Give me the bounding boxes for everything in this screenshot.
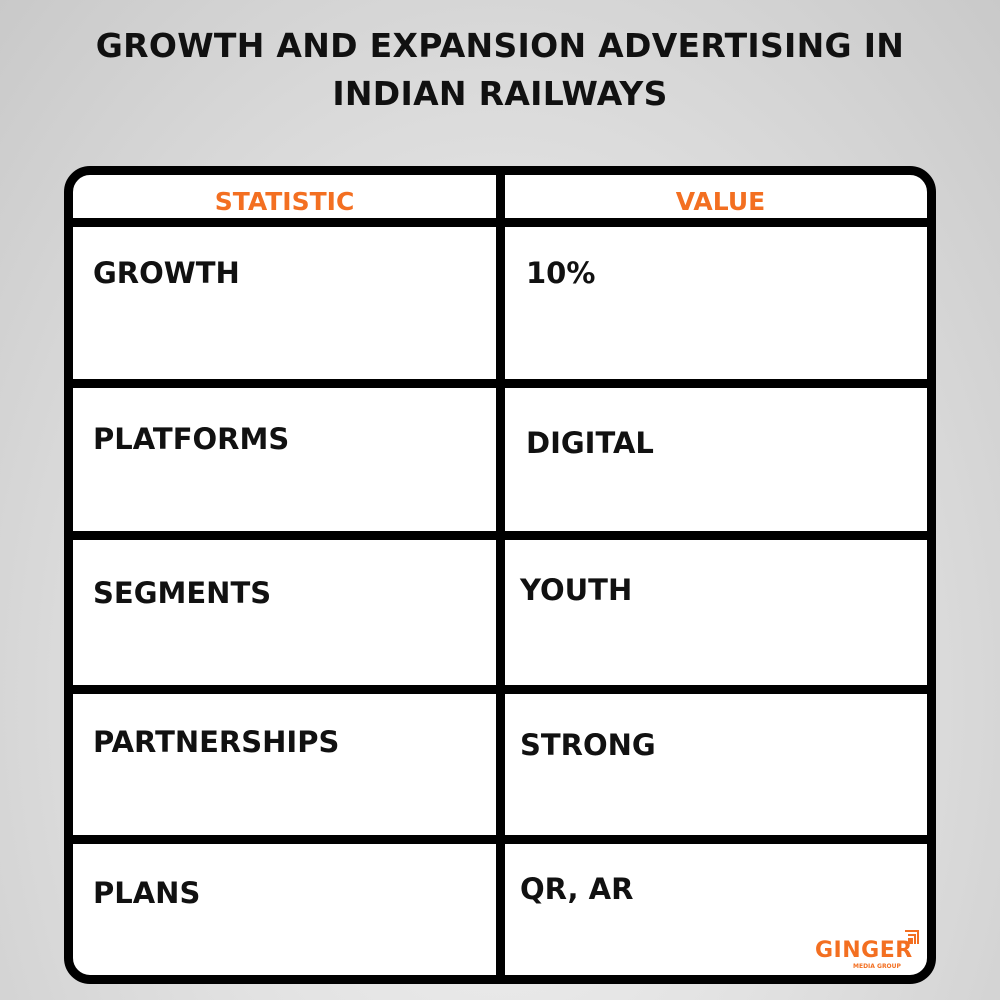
row-divider (73, 531, 927, 540)
row-statistic: SEGMENTS (93, 576, 272, 610)
row-divider (73, 218, 927, 227)
row-statistic: PLANS (93, 876, 201, 910)
header-value: VALUE (675, 187, 766, 216)
row-divider (73, 835, 927, 844)
row-statistic: GROWTH (93, 256, 240, 290)
page-title: GROWTH AND EXPANSION ADVERTISING IN INDI… (0, 22, 1000, 118)
logo-text: GINGER (815, 938, 913, 963)
title-line-1: GROWTH AND EXPANSION ADVERTISING IN (95, 26, 905, 65)
row-divider (73, 379, 927, 388)
title-line-2: INDIAN RAILWAYS (332, 74, 668, 113)
column-divider (496, 175, 505, 975)
row-value: STRONG (520, 728, 656, 762)
row-statistic: PLATFORMS (93, 422, 290, 456)
row-value: QR, AR (520, 872, 634, 906)
row-value: 10% (526, 256, 596, 290)
row-value: DIGITAL (526, 426, 654, 460)
statistics-table: STATISTIC VALUE GROWTH 10% PLATFORMS DIG… (64, 166, 936, 984)
row-statistic: PARTNERSHIPS (93, 725, 340, 759)
ginger-media-group-logo: GINGER MEDIA GROUP (815, 928, 925, 973)
row-divider (73, 685, 927, 694)
row-value: YOUTH (520, 573, 633, 607)
logo-mark-icon (905, 930, 919, 944)
header-statistic: STATISTIC (214, 187, 355, 216)
logo-subtext: MEDIA GROUP (853, 963, 901, 970)
